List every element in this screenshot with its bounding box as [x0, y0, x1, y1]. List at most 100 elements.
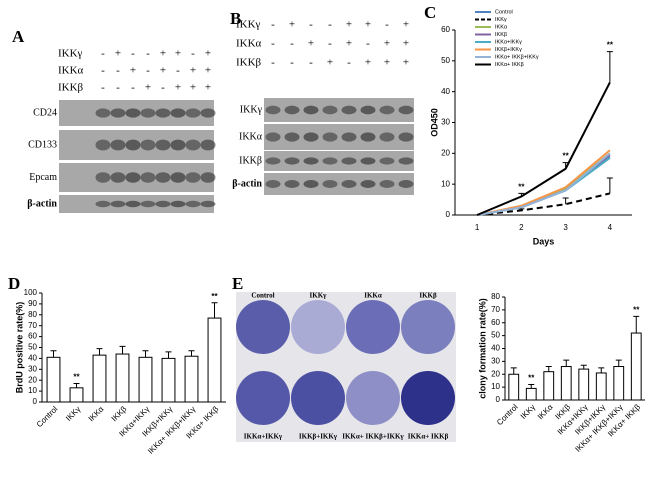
blot-label: Epcam: [29, 172, 57, 183]
condition-sign: -: [116, 82, 120, 94]
blot-band: [398, 180, 414, 188]
blot-band: [200, 108, 216, 118]
x-axis-label: Days: [533, 236, 555, 246]
series-line: [477, 192, 611, 216]
condition-sign: -: [101, 48, 105, 60]
y-tick-label: 90: [28, 299, 37, 308]
plate-label: IKKβ: [419, 292, 437, 300]
y-tick-label: 10: [441, 179, 450, 188]
blot: [264, 151, 414, 171]
series-line: [476, 81, 611, 216]
error-bar: [211, 302, 218, 319]
condition-sign: -: [146, 65, 150, 77]
y-tick-label: 50: [441, 56, 450, 65]
y-tick-label: 60: [28, 332, 37, 341]
blot-band: [284, 105, 300, 115]
blot-band: [341, 157, 357, 165]
blot-label: β-actin: [27, 198, 57, 209]
condition-sign: -: [191, 48, 195, 60]
legend-label: IKKγ: [495, 17, 507, 23]
error-bar: [545, 366, 552, 372]
blot-band: [284, 132, 300, 142]
blot-band: [303, 180, 319, 188]
blot-band: [360, 132, 376, 142]
y-tick-label: 50: [28, 343, 37, 352]
bar: [138, 356, 153, 403]
condition-sign: -: [309, 19, 313, 31]
bar: [543, 371, 555, 401]
condition-sign: -: [271, 38, 275, 50]
error-bar: [73, 382, 80, 388]
condition-sign: -: [309, 57, 313, 69]
blot-band: [200, 139, 216, 151]
blot-band: [265, 157, 281, 165]
condition-sign: -: [146, 48, 150, 60]
blot-band: [379, 180, 395, 188]
condition-sign: +: [403, 19, 409, 31]
x-tick-label: 3: [563, 223, 568, 232]
blot-band: [265, 132, 281, 142]
error-bar: [119, 345, 126, 355]
blot-band: [185, 200, 201, 208]
plate: [236, 300, 290, 354]
plate-label: IKKα+ IKKβ: [408, 433, 449, 441]
condition-sign: +: [190, 82, 196, 94]
blot-band: [155, 139, 171, 151]
y-tick-label: 40: [28, 354, 37, 363]
bar: [207, 317, 222, 403]
significance-label: **: [563, 152, 570, 161]
bar: [595, 372, 607, 401]
blot-band: [185, 108, 201, 118]
blot-band: [125, 108, 141, 118]
blot-band: [140, 139, 156, 151]
panel-label: D: [8, 274, 20, 293]
blot-band: [170, 172, 186, 183]
y-tick-label: 10: [28, 386, 37, 395]
condition-label: IKKβ: [58, 82, 84, 94]
error-bar: [188, 350, 195, 357]
y-tick-label: 40: [441, 87, 450, 96]
y-tick-label: 0: [33, 397, 38, 406]
blot-band: [379, 132, 395, 142]
condition-sign: +: [403, 57, 409, 69]
plate: [291, 300, 345, 354]
panel-label: E: [232, 274, 243, 293]
condition-sign: -: [161, 82, 165, 94]
error-bar: [96, 348, 103, 356]
blot-band: [140, 172, 156, 183]
condition-sign: -: [328, 19, 332, 31]
condition-sign: +: [175, 82, 181, 94]
blot-label: IKKγ: [240, 104, 263, 115]
condition-label: IKKα: [236, 38, 262, 50]
condition-sign: +: [289, 19, 295, 31]
y-tick-label: 60: [491, 318, 500, 327]
blot-band: [125, 200, 141, 208]
condition-sign: +: [130, 65, 136, 77]
y-tick-label: 10: [491, 382, 500, 391]
blot-band: [140, 200, 156, 208]
y-tick-label: 20: [441, 148, 450, 157]
y-tick-label: 20: [28, 375, 37, 384]
blot-band: [125, 172, 141, 183]
blot-band: [322, 157, 338, 165]
condition-sign: -: [131, 48, 135, 60]
plate-label: IKKγ: [310, 292, 328, 300]
y-tick-label: 70: [28, 321, 37, 330]
condition-sign: -: [116, 65, 120, 77]
condition-sign: +: [205, 82, 211, 94]
blot-band: [322, 132, 338, 142]
blot-label: CD24: [33, 107, 57, 118]
plate: [401, 371, 455, 425]
blot-band: [140, 108, 156, 118]
error-bar: [598, 367, 605, 373]
condition-sign: +: [205, 65, 211, 77]
condition-sign: +: [175, 48, 181, 60]
blot-band: [170, 200, 186, 208]
condition-sign: -: [347, 57, 351, 69]
condition-sign: -: [101, 65, 105, 77]
y-tick-label: 80: [491, 292, 500, 301]
condition-label: IKKβ: [236, 57, 262, 69]
condition-sign: -: [290, 38, 294, 50]
bar: [92, 354, 107, 403]
blot-label: IKKα: [239, 131, 263, 142]
